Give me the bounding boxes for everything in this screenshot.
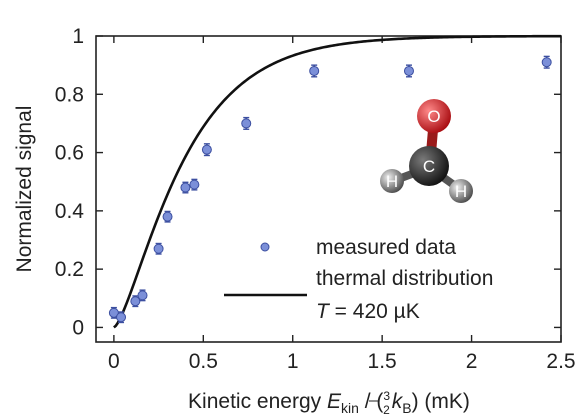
- y-tick-label: 0.6: [55, 142, 84, 165]
- y-tick-label: 0.2: [55, 258, 84, 281]
- data-point: [162, 211, 173, 222]
- x-label-suffix: ) (mK): [412, 390, 470, 413]
- y-axis-ticks: 0 0.2 0.4 0.6 0.8 1: [55, 25, 561, 339]
- atom-hydrogen-left-label: H: [386, 172, 398, 191]
- atom-oxygen: [417, 99, 451, 133]
- x-tick-label: 0.5: [189, 350, 218, 373]
- data-point: [108, 307, 119, 318]
- y-axis-label: Normalized signal: [13, 106, 36, 273]
- x-label-k: k: [392, 390, 404, 413]
- data-point: [116, 312, 127, 323]
- data-point: [153, 243, 164, 254]
- atom-hydrogen-right: [449, 179, 473, 203]
- atom-oxygen-label: O: [427, 107, 440, 126]
- legend-temperature-value: = 420 µK: [329, 300, 420, 323]
- y-tick-label: 1: [72, 25, 84, 48]
- y-tick-label: 0.4: [55, 200, 85, 223]
- legend-temperature-var: T: [316, 300, 331, 323]
- atom-hydrogen-right-label: H: [455, 182, 467, 201]
- y-tick-label: 0.8: [55, 83, 84, 106]
- x-label-var: E: [327, 390, 342, 413]
- x-label-frac-den: 2: [383, 403, 390, 417]
- y-tick-label: 0: [72, 316, 84, 339]
- x-label-k-sub: B: [402, 400, 411, 416]
- atom-hydrogen-left: [380, 169, 404, 193]
- legend-label-measured: measured data: [316, 236, 456, 259]
- data-point: [541, 57, 552, 68]
- data-point: [241, 118, 252, 129]
- legend-label-temperature: T = 420 µK: [316, 300, 420, 323]
- data-point: [189, 179, 200, 190]
- data-point: [180, 182, 191, 193]
- x-label-sub: kin: [341, 400, 359, 416]
- data-point: [403, 65, 414, 76]
- plot-frame: [95, 35, 562, 343]
- data-point: [201, 144, 212, 155]
- legend-label-thermal: thermal distribution: [316, 267, 493, 290]
- formaldehyde-molecule-icon: O H H C: [380, 99, 473, 203]
- x-tick-label: 2: [466, 350, 478, 373]
- x-tick-label: 2.5: [546, 350, 575, 373]
- x-tick-label: 0: [108, 350, 120, 373]
- atom-carbon: [409, 146, 449, 186]
- atom-carbon-label: C: [423, 157, 435, 176]
- x-axis-label: Kinetic energy Ekin / (3 2kB) (mK): [188, 389, 470, 417]
- thermal-distribution-curve: [113, 34, 561, 329]
- x-tick-label: 1: [287, 350, 299, 373]
- data-point: [309, 65, 320, 76]
- x-label-frac-num: 3: [383, 389, 390, 403]
- x-axis-ticks: 0 0.5 1 1.5 2 2.5: [108, 36, 576, 373]
- measured-data-points: [108, 55, 552, 324]
- x-tick-label: 1.5: [368, 350, 397, 373]
- legend: measured data thermal distribution T = 4…: [224, 236, 493, 323]
- legend-marker-measured: [260, 242, 270, 252]
- x-label-prefix: Kinetic energy: [188, 390, 327, 413]
- data-point: [137, 290, 148, 301]
